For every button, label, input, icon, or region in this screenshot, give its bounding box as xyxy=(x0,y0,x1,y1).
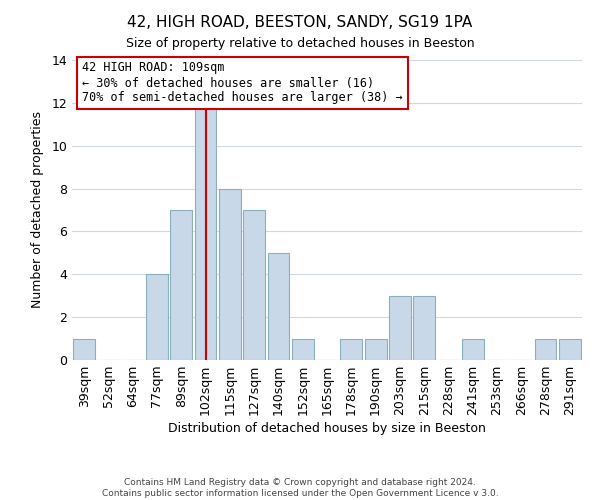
Bar xyxy=(462,338,484,360)
Bar xyxy=(73,338,95,360)
Bar xyxy=(340,338,362,360)
Bar xyxy=(194,103,217,360)
Text: Size of property relative to detached houses in Beeston: Size of property relative to detached ho… xyxy=(125,38,475,51)
Bar xyxy=(389,296,411,360)
Bar xyxy=(365,338,386,360)
Bar xyxy=(146,274,168,360)
Bar xyxy=(535,338,556,360)
Bar xyxy=(559,338,581,360)
Bar xyxy=(243,210,265,360)
Bar xyxy=(170,210,192,360)
Bar xyxy=(219,188,241,360)
X-axis label: Distribution of detached houses by size in Beeston: Distribution of detached houses by size … xyxy=(168,422,486,436)
Text: Contains HM Land Registry data © Crown copyright and database right 2024.
Contai: Contains HM Land Registry data © Crown c… xyxy=(101,478,499,498)
Y-axis label: Number of detached properties: Number of detached properties xyxy=(31,112,44,308)
Bar xyxy=(413,296,435,360)
Text: 42 HIGH ROAD: 109sqm
← 30% of detached houses are smaller (16)
70% of semi-detac: 42 HIGH ROAD: 109sqm ← 30% of detached h… xyxy=(82,62,403,104)
Bar xyxy=(268,253,289,360)
Text: 42, HIGH ROAD, BEESTON, SANDY, SG19 1PA: 42, HIGH ROAD, BEESTON, SANDY, SG19 1PA xyxy=(127,15,473,30)
Bar xyxy=(292,338,314,360)
